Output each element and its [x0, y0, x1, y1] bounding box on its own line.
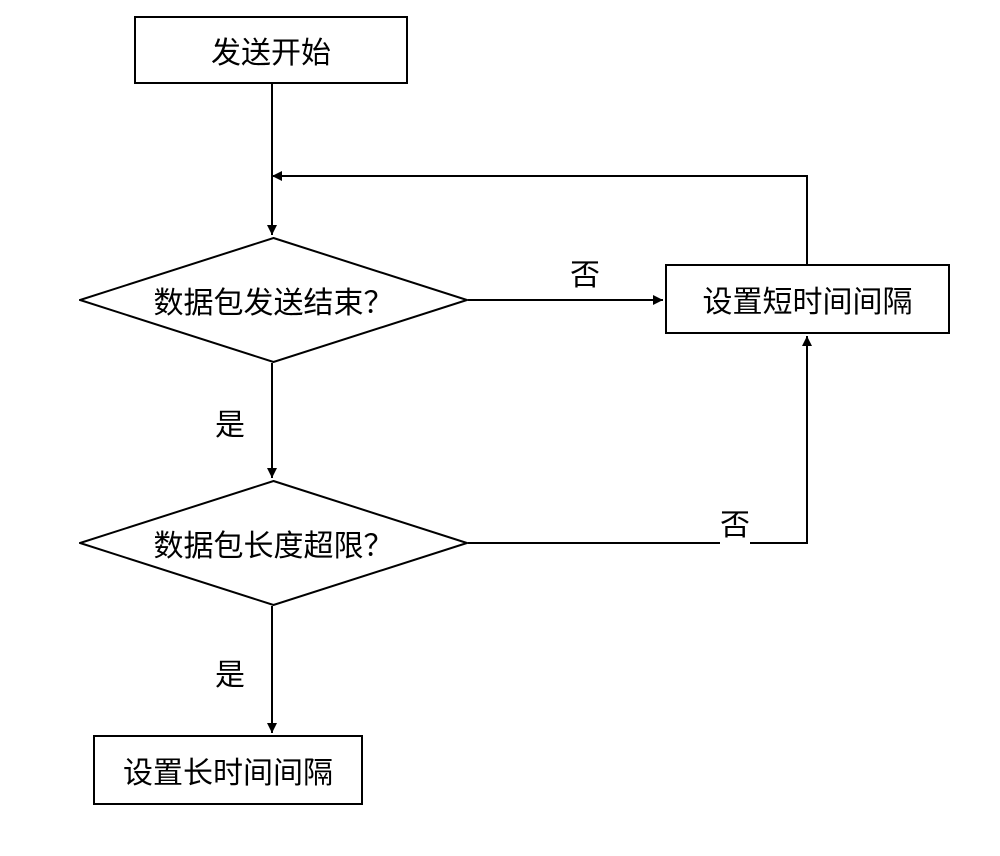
node-set-long-interval-label: 设置长时间间隔: [123, 748, 333, 792]
flowchart-canvas: 发送开始 数据包发送结束？ 数据包长度超限？ 设置短时间间隔 设置长时间间隔 否…: [0, 0, 1000, 856]
node-start-label: 发送开始: [211, 28, 331, 72]
flowchart-edges: [0, 0, 1000, 856]
node-set-short-interval: 设置短时间间隔: [665, 264, 950, 334]
node-decision-length-exceed-label: 数据包长度超限？: [154, 521, 394, 565]
edge-label-yes-2: 是: [215, 650, 245, 694]
node-decision-send-end-label: 数据包发送结束？: [154, 278, 394, 322]
edge-label-no-1: 否: [570, 250, 600, 294]
node-start: 发送开始: [134, 16, 408, 84]
edge-label-no-2: 否: [720, 500, 750, 544]
node-set-long-interval: 设置长时间间隔: [93, 735, 363, 805]
node-decision-send-end: 数据包发送结束？: [79, 237, 468, 363]
node-set-short-interval-label: 设置短时间间隔: [703, 277, 913, 321]
node-decision-length-exceed: 数据包长度超限？: [79, 480, 468, 606]
edge-label-yes-1: 是: [215, 400, 245, 444]
